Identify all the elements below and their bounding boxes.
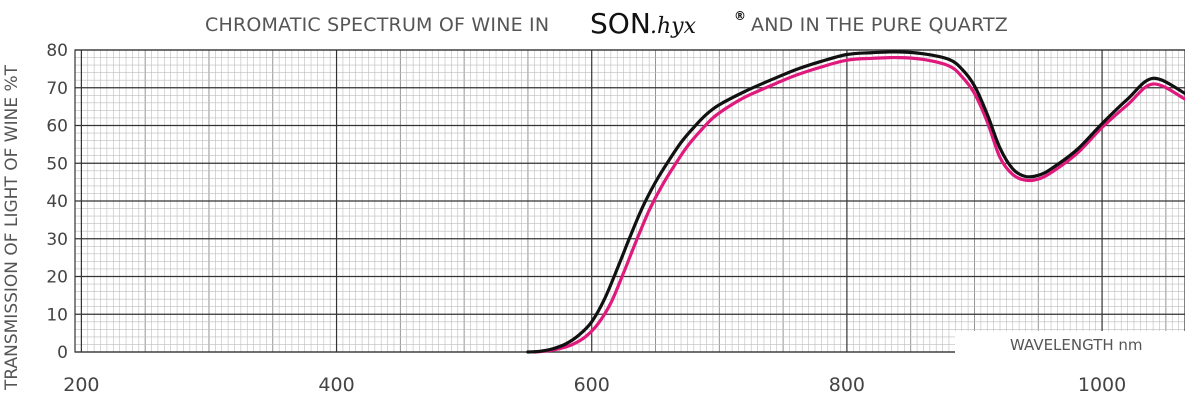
y-tick-label: 20 [46,268,68,288]
y-tick-label: 70 [46,79,68,99]
y-axis-label: TRANSMISSION OF LIGHT OF WINE %T [2,64,22,391]
y-tick-label: 80 [46,41,68,61]
y-tick-label: 60 [46,117,68,137]
title-prefix: CHROMATIC SPECTRUM OF WINE IN [205,14,549,36]
grid [74,49,1185,353]
x-axis-label-box: WAVELENGTH nm [955,331,1185,357]
y-tick-label: 0 [57,343,68,363]
y-tick-label: 50 [46,154,68,174]
series-line [526,50,1185,354]
series-line [532,55,1185,354]
x-axis-label: WAVELENGTH nm [1010,336,1143,354]
y-tick-label: 10 [46,305,68,325]
tick-labels: 0 10 20 30 40 50 60 70 80 200 400 600 800 1000 [46,41,1126,396]
title-brand-main: SON [590,7,651,40]
title-brand-registered: ® [734,9,746,23]
x-axis-label-background [955,331,1185,357]
chart-title: CHROMATIC SPECTRUM OF WINE IN SON .hyx ®… [205,7,1008,40]
x-tick-label: 400 [318,374,354,396]
series [526,50,1185,354]
y-tick-label: 30 [46,230,68,250]
x-tick-label: 800 [829,374,865,396]
x-tick-label: 1000 [1078,374,1126,396]
title-brand-script: .hyx [650,14,697,39]
title-suffix: AND IN THE PURE QUARTZ [751,14,1008,36]
x-tick-label: 200 [63,374,99,396]
y-tick-label: 40 [46,192,68,212]
plot-border [74,49,1185,353]
x-tick-label: 600 [574,374,610,396]
